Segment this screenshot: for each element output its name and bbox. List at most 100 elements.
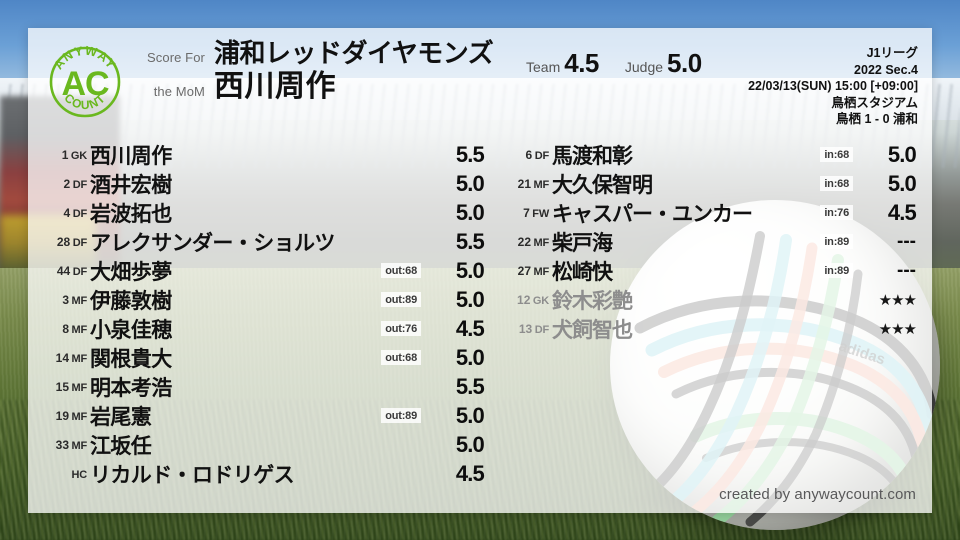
anywaycount-logo[interactable]: ANYWAY COUNT AC: [45, 42, 125, 122]
kickoff-time: 22/03/13(SUN) 15:00 [+09:00]: [748, 79, 918, 93]
player-row[interactable]: HC リカルド・ロドリゲス 4.5: [44, 459, 485, 488]
substitution-badge-slot: out:89: [370, 408, 428, 423]
mom-name: 西川周作: [214, 70, 336, 103]
player-score: 4.5: [455, 460, 485, 486]
player-score: 4.5: [455, 315, 485, 341]
player-row[interactable]: 3 MF 伊藤敦樹 out:89 5.0: [44, 285, 484, 314]
match-result: 鳥栖 1 - 0 浦和: [836, 112, 918, 126]
substitution-badge: out:89: [381, 292, 421, 307]
substitution-badge: out:89: [381, 408, 421, 423]
player-score: 5.0: [455, 402, 485, 428]
player-number-position: 12 GK: [517, 292, 549, 307]
substitution-badge-slot: out:68: [370, 263, 428, 278]
player-number-position: 3 MF: [62, 292, 87, 307]
substitution-badge: in:68: [820, 176, 853, 191]
player-name: 岩波拓也: [90, 202, 172, 226]
player-row[interactable]: 28 DF アレクサンダー・ショルツ 5.5: [44, 227, 485, 256]
player-number-position: 1 GK: [61, 147, 87, 162]
mom-row: the MoM 西川周作: [134, 68, 534, 106]
card-header: ANYWAY COUNT AC Score For 浦和レッドダイヤモンズ th…: [28, 28, 932, 140]
player-row[interactable]: 22 MF 柴戸海 in:89 ---: [502, 227, 916, 256]
player-row[interactable]: 8 MF 小泉佳穂 out:76 4.5: [44, 314, 484, 343]
player-number-position: HC: [71, 468, 88, 481]
player-score: 5.5: [455, 228, 485, 254]
player-score: ---: [897, 259, 916, 281]
player-number-position: 14 MF: [55, 350, 88, 365]
season-round: 2022 Sec.4: [854, 62, 918, 77]
substitution-badge-slot: in:89: [802, 263, 860, 278]
competition-name: J1リーグ: [866, 46, 918, 60]
player-row[interactable]: 6 DF 馬渡和彰 in:68 5.0: [502, 140, 917, 169]
team-score-label: Team: [526, 59, 561, 75]
player-name: 大久保智明: [552, 173, 653, 197]
player-name: 岩尾憲: [90, 405, 152, 429]
player-name: アレクサンダー・ショルツ: [90, 231, 335, 255]
credit-text: created by anywaycount.com: [719, 486, 916, 503]
header-titles: Score For 浦和レッドダイヤモンズ the MoM 西川周作: [134, 38, 534, 106]
player-row[interactable]: 12 GK 鈴木彩艶 ★★★: [502, 285, 917, 314]
player-row[interactable]: 15 MF 明本考浩 5.5: [44, 372, 485, 401]
player-score: 5.0: [887, 170, 917, 196]
player-score: 5.0: [455, 257, 485, 283]
player-name: 関根貴大: [90, 347, 172, 371]
substitution-badge: in:76: [820, 205, 853, 220]
substitution-badge: out:76: [381, 321, 421, 336]
player-number-position: 2 DF: [63, 176, 88, 191]
player-score: ★★★: [878, 291, 917, 309]
score-for-row: Score For 浦和レッドダイヤモンズ: [134, 38, 534, 68]
player-row[interactable]: 7 FW キャスパー・ユンカー in:76 4.5: [502, 198, 917, 227]
starters-column: 1 GK 西川周作 5.5 2 DF 酒井宏樹 5.0 4 DF 岩波拓也 5.0 28 DF アレクサンダ…: [44, 140, 485, 488]
player-row[interactable]: 13 DF 犬飼智也 ★★★: [502, 314, 917, 343]
team-name: 浦和レッドダイヤモンズ: [214, 38, 494, 68]
substitutes-column: 6 DF 馬渡和彰 in:68 5.0 21 MF 大久保智明 in:68 5.0 7 FW キャスパー…: [502, 140, 917, 343]
player-name: 大畑歩夢: [90, 260, 172, 284]
player-name: リカルド・ロドリゲス: [90, 463, 295, 487]
player-name: 江坂任: [90, 434, 152, 458]
player-name: 柴戸海: [552, 231, 613, 255]
player-row[interactable]: 44 DF 大畑歩夢 out:68 5.0: [44, 256, 485, 285]
player-name: 酒井宏樹: [90, 173, 172, 197]
header-scores: Team 4.5 Judge 5.0: [526, 48, 702, 79]
substitution-badge: out:68: [381, 350, 421, 365]
player-name: キャスパー・ユンカー: [552, 202, 753, 226]
substitution-badge-slot: out:68: [370, 350, 428, 365]
player-row[interactable]: 33 MF 江坂任 5.0: [44, 430, 485, 459]
player-score: 4.5: [887, 199, 917, 225]
player-number-position: 15 MF: [55, 379, 88, 394]
substitution-badge: out:68: [381, 263, 421, 278]
player-name: 伊藤敦樹: [90, 289, 172, 313]
player-row[interactable]: 14 MF 関根貴大 out:68 5.0: [44, 343, 485, 372]
substitution-badge-slot: in:89: [802, 234, 860, 249]
venue-name: 鳥栖スタジアム: [831, 95, 918, 110]
player-number-position: 27 MF: [517, 263, 550, 278]
player-number-position: 4 DF: [63, 205, 88, 220]
substitution-badge-slot: out:89: [370, 292, 428, 307]
player-number-position: 19 MF: [55, 408, 88, 423]
player-score: ---: [897, 230, 916, 252]
substitution-badge: in:89: [820, 263, 853, 278]
player-name: 小泉佳穂: [90, 318, 172, 342]
player-name: 明本考浩: [90, 376, 172, 400]
svg-text:AC: AC: [61, 65, 109, 103]
player-score: 5.0: [887, 141, 917, 167]
substitution-badge-slot: in:68: [802, 147, 860, 162]
match-rating-card: ANYWAY COUNT AC Score For 浦和レッドダイヤモンズ th…: [28, 28, 932, 513]
player-number-position: 6 DF: [525, 147, 550, 162]
player-score: 5.0: [455, 431, 485, 457]
player-name: 鈴木彩艶: [552, 289, 633, 313]
player-score: 5.5: [455, 141, 485, 167]
player-number-position: 13 DF: [518, 321, 549, 336]
player-number-position: 21 MF: [517, 176, 550, 191]
player-row[interactable]: 1 GK 西川周作 5.5: [44, 140, 485, 169]
mom-label: the MoM: [153, 84, 205, 99]
player-row[interactable]: 19 MF 岩尾憲 out:89 5.0: [44, 401, 485, 430]
player-row[interactable]: 27 MF 松崎快 in:89 ---: [502, 256, 916, 285]
player-score: 5.0: [455, 286, 485, 312]
match-info: J1リーグ 2022 Sec.4 22/03/13(SUN) 15:00 [+0…: [748, 45, 918, 128]
svg-text:COUNT: COUNT: [61, 91, 108, 112]
score-for-label: Score For: [147, 50, 205, 65]
player-row[interactable]: 4 DF 岩波拓也 5.0: [44, 198, 485, 227]
player-row[interactable]: 2 DF 酒井宏樹 5.0: [44, 169, 485, 198]
player-row[interactable]: 21 MF 大久保智明 in:68 5.0: [502, 169, 917, 198]
